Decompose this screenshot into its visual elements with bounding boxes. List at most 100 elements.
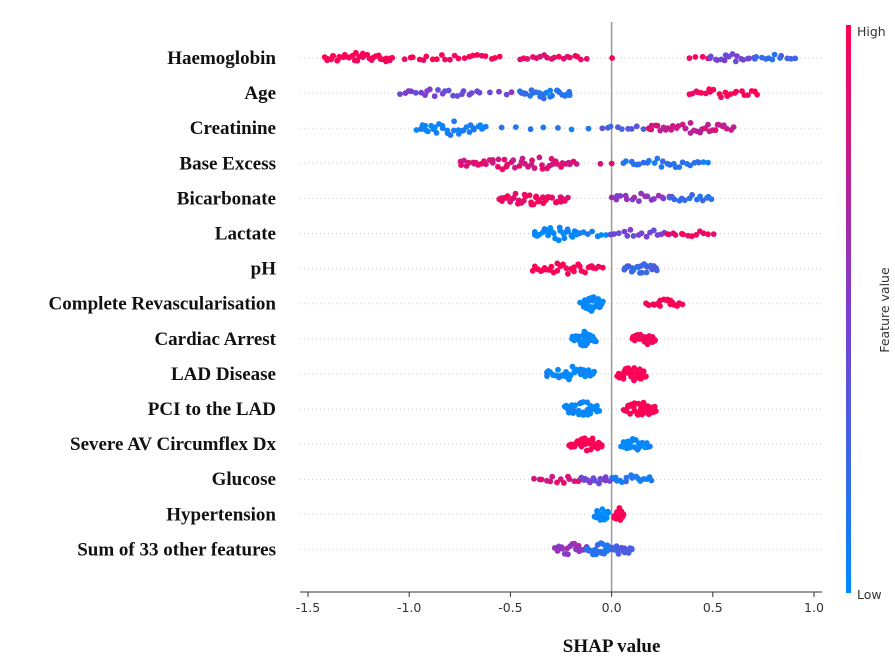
shap-point bbox=[554, 548, 561, 554]
shap-point bbox=[654, 155, 661, 162]
shap-point bbox=[496, 88, 502, 95]
feature-label: Cardiac Arrest bbox=[154, 329, 276, 350]
shap-point bbox=[439, 122, 446, 129]
shap-point bbox=[461, 55, 468, 61]
shap-point bbox=[583, 55, 590, 62]
shap-point bbox=[519, 155, 526, 162]
shap-point bbox=[651, 160, 658, 166]
shap-point bbox=[565, 270, 571, 277]
shap-point bbox=[471, 126, 477, 133]
shap-point bbox=[540, 124, 547, 131]
shap-point bbox=[548, 155, 555, 162]
shap-point bbox=[660, 195, 667, 202]
shap-point bbox=[654, 122, 661, 129]
x-tick-label: -1.0 bbox=[397, 600, 421, 615]
shap-point bbox=[647, 443, 653, 450]
shap-point bbox=[597, 303, 604, 310]
shap-point bbox=[597, 160, 604, 167]
shap-point bbox=[630, 267, 637, 273]
shap-point bbox=[566, 54, 573, 61]
shap-point bbox=[754, 91, 760, 98]
shap-point bbox=[646, 157, 652, 164]
shap-point bbox=[696, 159, 702, 166]
shap-point bbox=[734, 53, 740, 59]
shap-point bbox=[623, 158, 629, 165]
shap-point bbox=[547, 478, 554, 485]
shap-point bbox=[526, 192, 533, 199]
shap-point bbox=[596, 408, 603, 414]
x-tick-label: -1.5 bbox=[296, 600, 320, 615]
shap-point bbox=[550, 230, 557, 237]
shap-point bbox=[330, 53, 337, 59]
shap-point bbox=[723, 125, 730, 132]
shap-point bbox=[556, 53, 562, 60]
shap-point bbox=[549, 92, 555, 99]
shap-point bbox=[561, 235, 568, 242]
shap-point bbox=[705, 121, 711, 128]
shap-point bbox=[650, 227, 657, 234]
shap-point bbox=[659, 158, 666, 165]
shap-point bbox=[653, 408, 659, 414]
shap-point bbox=[608, 160, 615, 167]
shap-point bbox=[433, 129, 440, 136]
shap-point bbox=[753, 54, 760, 60]
shap-point bbox=[527, 126, 534, 133]
shap-point bbox=[447, 132, 454, 139]
shap-point bbox=[461, 157, 467, 164]
shap-point bbox=[504, 161, 511, 168]
shap-point bbox=[454, 93, 461, 99]
shap-point bbox=[732, 58, 739, 65]
shap-point bbox=[561, 480, 567, 486]
shap-point bbox=[730, 124, 737, 130]
shap-point bbox=[598, 232, 605, 238]
shap-point bbox=[643, 269, 650, 276]
shap-point bbox=[689, 192, 695, 198]
shap-point bbox=[599, 264, 606, 271]
colorbar-low-label: Low bbox=[857, 587, 882, 602]
shap-point bbox=[465, 159, 472, 166]
shap-point bbox=[681, 197, 688, 204]
shap-point bbox=[652, 337, 658, 343]
shap-point bbox=[504, 193, 511, 200]
shap-point bbox=[591, 477, 598, 484]
shap-point bbox=[788, 55, 794, 62]
x-axis: -1.5 -1.0 -0.5 0.0 0.5 1.0 bbox=[296, 591, 824, 615]
shap-point bbox=[529, 157, 535, 164]
shap-point bbox=[707, 53, 714, 60]
shap-point bbox=[618, 126, 625, 132]
shap-point bbox=[555, 237, 562, 244]
shap-point bbox=[468, 90, 475, 96]
shap-point bbox=[433, 56, 440, 63]
shap-point bbox=[458, 162, 464, 169]
shap-point bbox=[422, 122, 429, 129]
shap-point bbox=[353, 49, 359, 56]
shap-point bbox=[530, 201, 537, 208]
shap-point bbox=[451, 118, 457, 125]
shap-point bbox=[600, 298, 606, 305]
shap-point bbox=[608, 194, 615, 201]
shap-point bbox=[555, 366, 561, 373]
shap-point bbox=[575, 542, 582, 549]
shap-point bbox=[569, 363, 576, 370]
shap-point bbox=[408, 88, 415, 95]
shap-point bbox=[498, 124, 505, 131]
shap-point bbox=[423, 53, 430, 60]
shap-point bbox=[700, 159, 707, 166]
shap-point bbox=[580, 409, 587, 416]
shap-point bbox=[571, 268, 577, 275]
shap-point bbox=[556, 224, 563, 231]
shap-point bbox=[651, 196, 657, 202]
shap-point bbox=[638, 190, 644, 197]
shap-point bbox=[645, 403, 651, 410]
shap-point bbox=[705, 159, 711, 166]
shap-point bbox=[483, 161, 489, 168]
shap-point bbox=[729, 51, 736, 57]
shap-point bbox=[596, 480, 602, 487]
x-tick-label: -0.5 bbox=[498, 600, 522, 615]
shap-point bbox=[609, 55, 615, 61]
shap-point bbox=[496, 53, 503, 60]
shap-point bbox=[549, 194, 555, 201]
shap-point bbox=[508, 89, 515, 96]
shap-point bbox=[565, 228, 571, 235]
shap-point bbox=[621, 228, 628, 235]
